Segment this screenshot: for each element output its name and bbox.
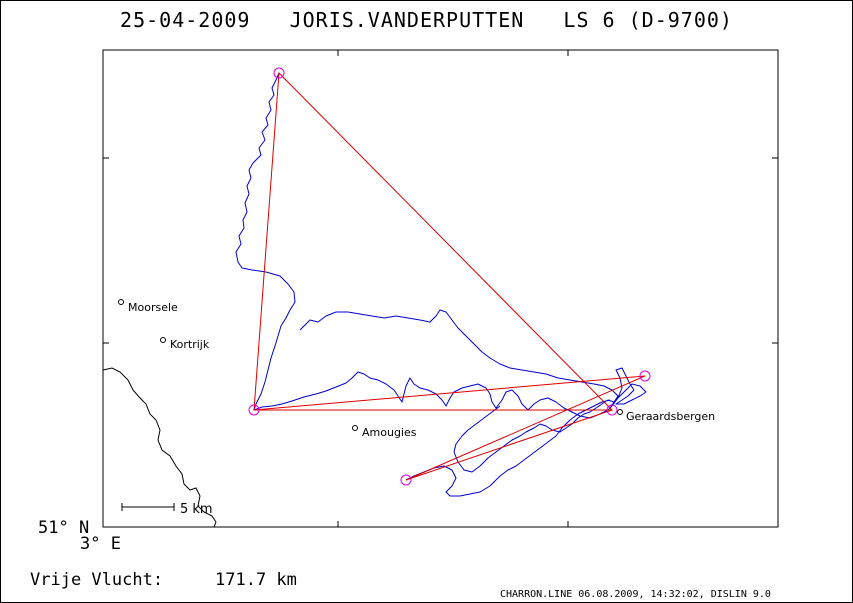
credit-line: CHARRON.LINE 06.08.2009, 14:32:02, DISLI… (500, 589, 771, 600)
axis-ticks (103, 50, 778, 527)
turnpoint-north (273, 67, 285, 79)
flight-title: 25-04-2009 JORIS.VANDERPUTTEN LS 6 (D-97… (120, 8, 733, 32)
turnpoint-start (606, 404, 618, 416)
distance-value: 171.7 km (215, 570, 297, 590)
distance-label: Vrije Vlucht: (30, 570, 163, 590)
longitude-label: 3° E (80, 534, 121, 554)
place-label-kortrijk: Kortrijk (170, 338, 210, 351)
turnpoints (248, 67, 651, 486)
route-triangle (253, 71, 614, 411)
scale-bar (121, 503, 175, 511)
place-marker-moorsele (118, 299, 124, 305)
place-label-geraardsbergen: Geraardsbergen (626, 410, 715, 423)
place-marker-geraardsbergen (617, 409, 623, 415)
turnpoint-south (400, 474, 412, 486)
country-border (102, 367, 217, 528)
latitude-label: 51° N (38, 518, 89, 538)
turnpoint-east (639, 370, 651, 382)
plot-frame (102, 49, 779, 528)
turnpoint-west (248, 404, 260, 416)
place-marker-kortrijk (160, 337, 166, 343)
place-label-moorsele: Moorsele (128, 301, 178, 314)
scale-label: 5 km (180, 502, 213, 517)
place-marker-amougies (352, 425, 358, 431)
place-label-amougies: Amougies (362, 426, 417, 439)
route-leg-east (253, 375, 646, 481)
gps-track (235, 72, 647, 497)
